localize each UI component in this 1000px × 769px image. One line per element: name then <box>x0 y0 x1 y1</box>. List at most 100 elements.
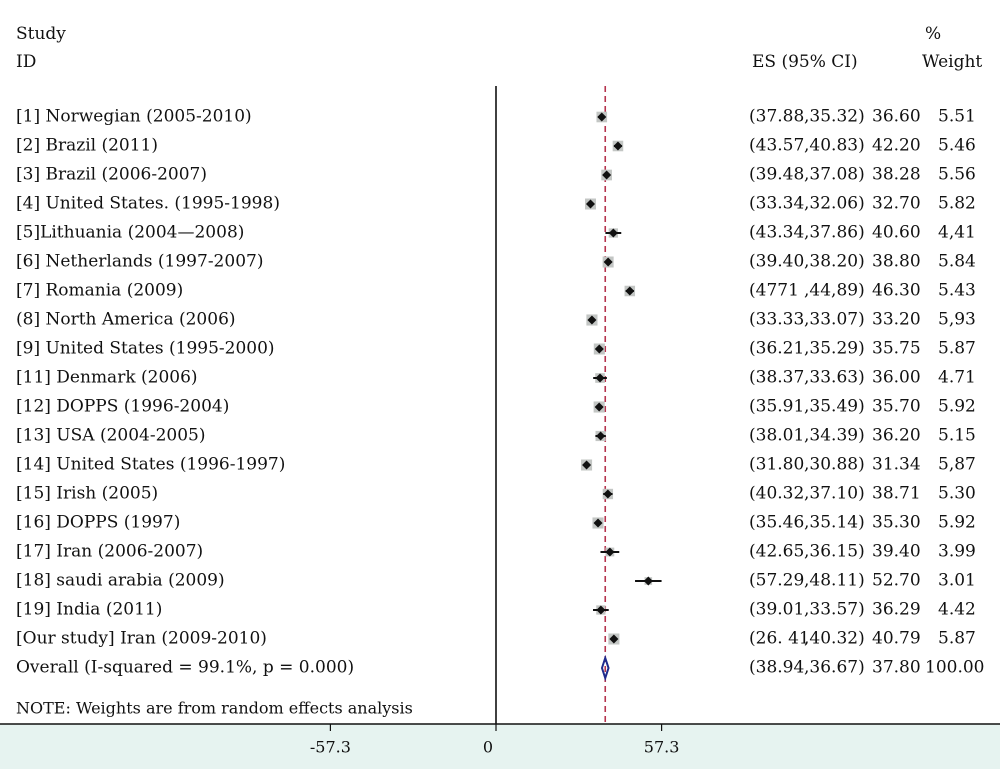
ci-upper-text: (36.21 <box>749 339 804 359</box>
point-estimate <box>596 605 606 615</box>
study-label: [14] United States (1996-1997) <box>16 455 285 475</box>
es-value: 36.20 <box>872 426 921 446</box>
study-label: [2] Brazil (2011) <box>16 136 158 156</box>
overall-diamond <box>600 654 610 682</box>
ci-lower-text: ,30.88) <box>804 455 865 475</box>
weight-value: 4.42 <box>938 600 976 620</box>
point-estimate <box>595 373 605 383</box>
es-value: 40.60 <box>872 223 921 243</box>
point-estimate <box>594 344 604 354</box>
weight-value: 3.99 <box>938 542 976 562</box>
es-value: 42.20 <box>872 136 921 156</box>
ci-upper-text: (33.34 <box>749 194 804 214</box>
ci-lower-text: ,40.32) <box>804 629 865 649</box>
weight-value: 4,41 <box>938 223 976 243</box>
es-value: 40.79 <box>872 629 921 649</box>
ci-upper-text: (37.88 <box>749 107 804 127</box>
es-value: 36.29 <box>872 600 921 620</box>
es-value: 37.80 <box>872 658 921 678</box>
weight-value: 5.51 <box>938 107 976 127</box>
header-id: ID <box>16 52 37 72</box>
weight-value: 5,93 <box>938 310 976 330</box>
x-axis-band <box>0 724 1000 769</box>
ci-upper-text: (43.34 <box>749 223 804 243</box>
point-estimate <box>597 112 607 122</box>
study-label: [15] Irish (2005) <box>16 484 158 504</box>
es-value: 31.34 <box>872 455 921 475</box>
es-value: 36.60 <box>872 107 921 127</box>
ci-lower-text: ,37.86) <box>804 223 865 243</box>
ci-lower-text: ,44,89) <box>804 281 865 301</box>
weight-value: 5.56 <box>938 165 976 185</box>
point-estimate <box>603 489 613 499</box>
ci-upper-text: (35.91 <box>749 397 804 417</box>
point-estimate <box>593 518 603 528</box>
x-tick-label: 0 <box>483 738 493 757</box>
weight-value: 5.15 <box>938 426 976 446</box>
point-estimate <box>609 634 619 644</box>
study-label: [13] USA (2004-2005) <box>16 426 206 446</box>
es-value: 38.71 <box>872 484 921 504</box>
study-label: [12] DOPPS (1996-2004) <box>16 397 229 417</box>
ci-upper-text: (39.01 <box>749 600 804 620</box>
point-estimate <box>643 576 653 586</box>
note-text: NOTE: Weights are from random effects an… <box>16 699 413 718</box>
point-estimate <box>605 547 615 557</box>
ci-lower-text: ,35.29) <box>804 339 865 359</box>
overall-label: Overall (I-squared = 99.1%, p = 0.000) <box>16 658 354 678</box>
ci-upper-text: (38.94 <box>749 658 804 678</box>
weight-value: 5.46 <box>938 136 976 156</box>
study-label: [7] Romania (2009) <box>16 281 183 301</box>
study-label: [16] DOPPS (1997) <box>16 513 180 533</box>
ci-upper-text: (26. 41 <box>749 629 810 649</box>
ci-lower-text: ,38.20) <box>804 252 865 272</box>
study-label: (8] North America (2006) <box>16 310 236 330</box>
ci-lower-text: ,37.08) <box>804 165 865 185</box>
weight-value: 5.43 <box>938 281 976 301</box>
point-estimate <box>613 141 623 151</box>
weight-value: 100.00 <box>925 658 984 678</box>
weight-value: 4.71 <box>938 368 976 388</box>
ci-upper-text: (4771 <box>749 281 799 301</box>
es-value: 32.70 <box>872 194 921 214</box>
weight-value: 5.87 <box>938 339 976 359</box>
study-label: [6] Netherlands (1997-2007) <box>16 252 263 272</box>
weight-value: 5.30 <box>938 484 976 504</box>
header-percent: % <box>925 24 942 44</box>
ci-lower-text: ,48.11) <box>804 571 865 591</box>
header-study: Study <box>16 24 66 44</box>
es-value: 38.80 <box>872 252 921 272</box>
study-label: [Our study] Iran (2009-2010) <box>16 629 267 649</box>
weight-value: 5.92 <box>938 397 976 417</box>
point-estimate <box>582 460 592 470</box>
es-value: 35.30 <box>872 513 921 533</box>
es-value: 46.30 <box>872 281 921 301</box>
study-label: [1] Norwegian (2005-2010) <box>16 107 252 127</box>
ci-lower-text: ,32.06) <box>804 194 865 214</box>
point-estimate <box>625 286 635 296</box>
es-value: 52.70 <box>872 571 921 591</box>
es-value: 39.40 <box>872 542 921 562</box>
ci-lower-text: ,33.63) <box>804 368 865 388</box>
study-label: [17] Iran (2006-2007) <box>16 542 203 562</box>
ci-lower-text: ,35.49) <box>804 397 865 417</box>
point-estimate <box>586 199 596 209</box>
es-value: 36.00 <box>872 368 921 388</box>
study-label: [5]Lithuania (2004—2008) <box>16 223 244 243</box>
ci-lower-text: ,36.15) <box>804 542 865 562</box>
study-label: [19] India (2011) <box>16 600 162 620</box>
ci-lower-text: ,33.57) <box>804 600 865 620</box>
weight-value: 5.84 <box>938 252 976 272</box>
header-weight: Weight <box>922 52 983 72</box>
x-tick-label: -57.3 <box>310 738 351 757</box>
point-estimate <box>594 402 604 412</box>
weight-value: 3.01 <box>938 571 976 591</box>
weight-value: 5.87 <box>938 629 976 649</box>
ci-upper-text: (39.40 <box>749 252 804 272</box>
ci-lower-text: ,35.14) <box>804 513 865 533</box>
ci-upper-text: (57.29 <box>749 571 804 591</box>
ci-lower-text: ,40.83) <box>804 136 865 156</box>
ci-upper-text: (43.57 <box>749 136 804 156</box>
point-estimate <box>602 170 612 180</box>
